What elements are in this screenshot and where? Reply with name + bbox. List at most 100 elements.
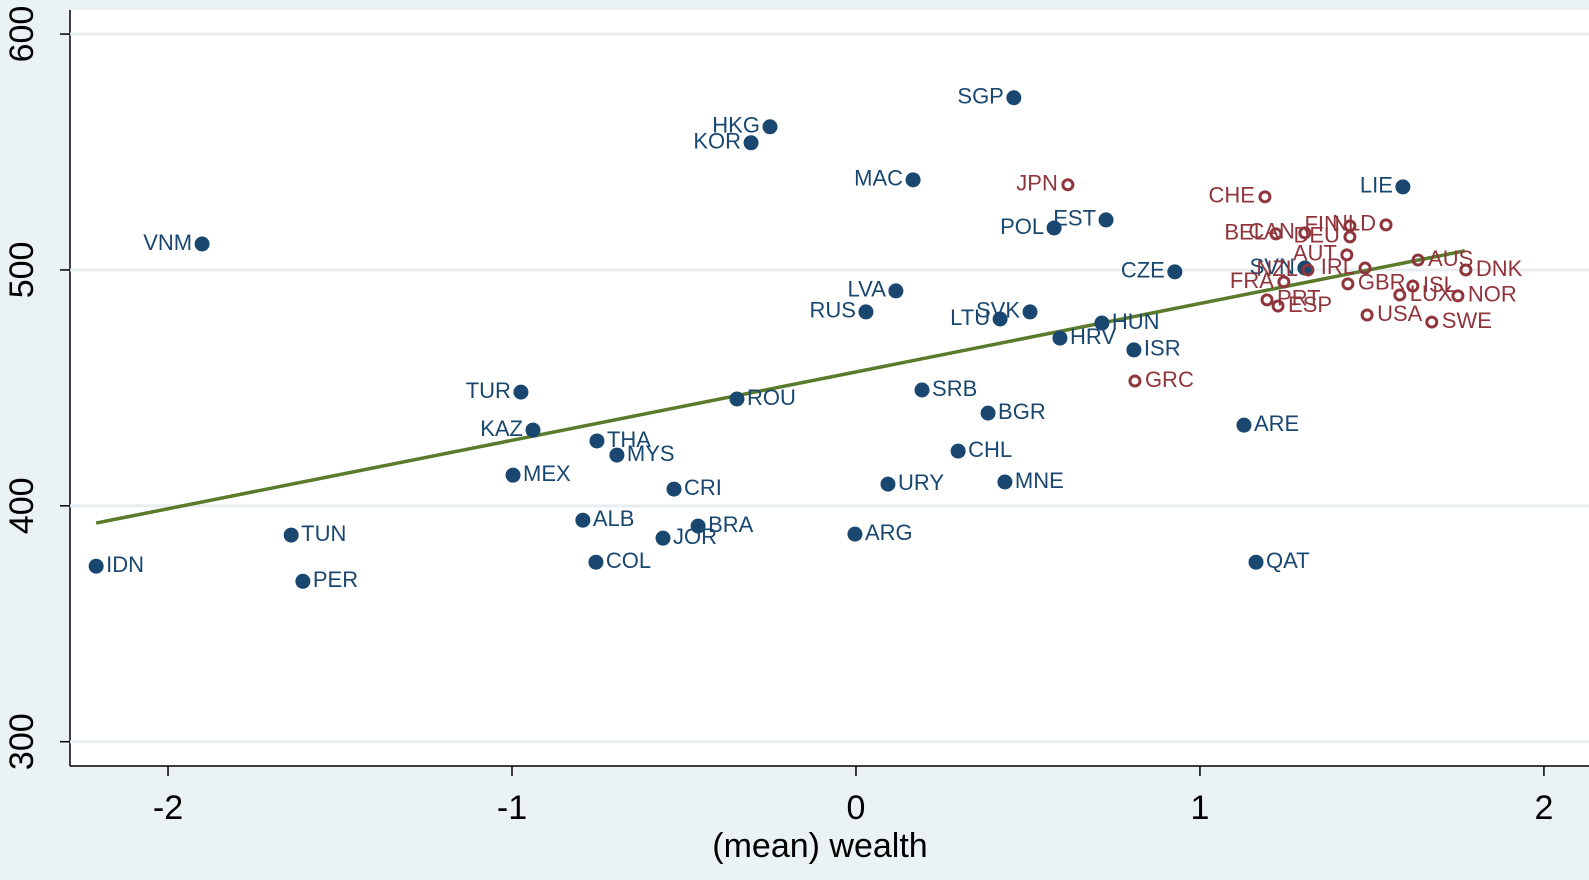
point-label: CHL — [968, 437, 1012, 462]
point — [194, 236, 210, 252]
y-tick-label: 500 — [3, 242, 41, 299]
point — [1459, 263, 1473, 277]
point — [1358, 261, 1372, 275]
point — [525, 422, 541, 438]
point — [1258, 190, 1272, 204]
point — [858, 304, 874, 320]
point — [1451, 289, 1465, 303]
point — [1379, 218, 1393, 232]
point — [1343, 230, 1357, 244]
point-label: FRA — [1230, 268, 1274, 293]
point — [1236, 417, 1252, 433]
point — [980, 405, 996, 421]
point — [1094, 315, 1110, 331]
point — [762, 119, 778, 135]
point — [880, 476, 896, 492]
point — [1271, 299, 1285, 313]
point — [1341, 277, 1355, 291]
point-label: SVN — [1250, 254, 1295, 279]
point-label: POL — [1000, 214, 1044, 239]
point — [666, 481, 682, 497]
point-label: ISL — [1423, 272, 1456, 297]
x-tick-label: 0 — [847, 789, 866, 827]
point-label: COL — [606, 548, 651, 573]
point-label: DEU — [1293, 223, 1339, 248]
point — [1128, 374, 1142, 388]
point-label: ALB — [593, 506, 635, 531]
point — [905, 172, 921, 188]
point-label: NLD — [1332, 211, 1376, 236]
point-label: CRI — [684, 475, 722, 500]
point-label: IRL — [1321, 254, 1355, 279]
point-label: ESP — [1288, 292, 1332, 317]
point — [1269, 227, 1283, 241]
point — [609, 447, 625, 463]
point — [992, 311, 1008, 327]
point — [1301, 263, 1315, 277]
point — [1360, 308, 1374, 322]
point — [1425, 315, 1439, 329]
point-label: AUT — [1293, 241, 1337, 266]
point-label: LUX — [1410, 281, 1453, 306]
point-label: TUN — [301, 521, 346, 546]
point — [588, 554, 604, 570]
point-label: BEL — [1224, 220, 1266, 245]
point-label: ISR — [1144, 336, 1181, 361]
point-label: JPN — [1016, 171, 1058, 196]
point — [1167, 264, 1183, 280]
point-label: KOR — [693, 129, 741, 154]
point — [690, 518, 706, 534]
point — [1411, 253, 1425, 267]
point-label: SVK — [976, 298, 1020, 323]
point — [1298, 226, 1312, 240]
point — [1022, 304, 1038, 320]
point — [729, 391, 745, 407]
point-label: RUS — [809, 298, 855, 323]
point — [888, 283, 904, 299]
point-label: MAC — [854, 166, 903, 191]
point — [88, 558, 104, 574]
point — [513, 384, 529, 400]
point — [1046, 220, 1062, 236]
point — [1277, 275, 1291, 289]
point — [1406, 279, 1420, 293]
point — [997, 474, 1013, 490]
point-label: AUS — [1428, 246, 1473, 271]
point-label: THA — [607, 427, 651, 452]
point — [1248, 554, 1264, 570]
point-label: ARG — [865, 520, 913, 545]
point-label: NZL — [1256, 256, 1298, 281]
x-axis-label: (mean) wealth — [712, 827, 927, 865]
point-label: MEX — [523, 461, 571, 486]
point-label: IDN — [106, 552, 144, 577]
point — [505, 467, 521, 483]
point-label: CHE — [1209, 183, 1255, 208]
point — [1340, 248, 1354, 262]
point-label: URY — [898, 470, 944, 495]
point — [1061, 178, 1075, 192]
point-label: KAZ — [480, 416, 523, 441]
point-label: DNK — [1476, 256, 1523, 281]
point-label: SWE — [1442, 308, 1492, 333]
x-tick-label: 1 — [1190, 789, 1209, 827]
point-label: NOR — [1468, 282, 1517, 307]
point — [743, 135, 759, 151]
point-label: VNM — [143, 230, 192, 255]
point-label: HRV — [1070, 324, 1116, 349]
point-label: BGR — [998, 399, 1046, 424]
x-tick-label: -2 — [153, 789, 183, 827]
point — [914, 382, 930, 398]
point — [1393, 288, 1407, 302]
point-label: MNE — [1015, 468, 1064, 493]
point — [1052, 330, 1068, 346]
point — [295, 573, 311, 589]
point-label: LTU — [950, 305, 990, 330]
point-label: GRC — [1145, 367, 1194, 392]
point — [1098, 212, 1114, 228]
point — [655, 530, 671, 546]
point-label: FIN — [1304, 212, 1339, 237]
point-label: BRA — [708, 512, 754, 537]
point-label: TUR — [466, 378, 511, 403]
y-tick-label: 300 — [3, 713, 41, 770]
